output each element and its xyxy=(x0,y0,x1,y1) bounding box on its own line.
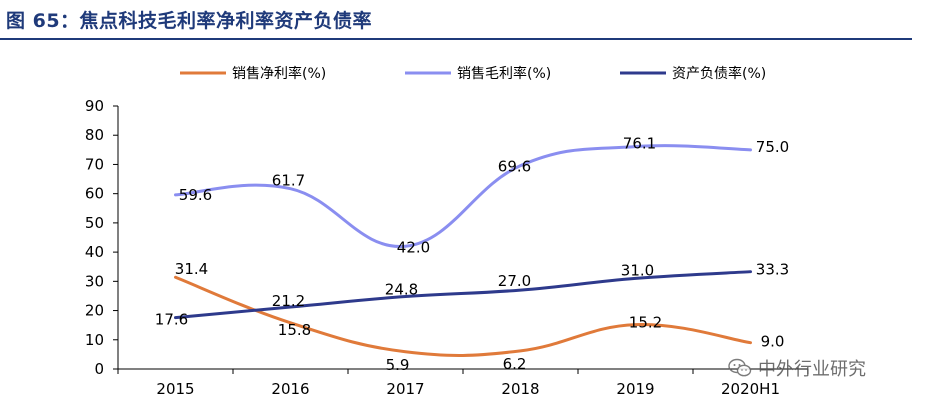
y-tick-label: 80 xyxy=(85,126,104,144)
data-label-net-margin: 6.2 xyxy=(503,355,527,373)
legend-label-debt-ratio: 资产负债率(%) xyxy=(672,65,766,82)
data-label-gross-margin: 76.1 xyxy=(623,135,656,153)
watermark: 中外行业研究 xyxy=(728,355,866,381)
data-label-gross-margin: 75.0 xyxy=(756,138,789,156)
x-tick-label: 2016 xyxy=(271,380,309,398)
wechat-icon xyxy=(728,358,752,377)
data-label-debt-ratio: 27.0 xyxy=(498,272,531,290)
data-label-debt-ratio: 31.0 xyxy=(621,261,654,279)
y-tick-label: 10 xyxy=(85,331,104,349)
x-tick-label: 2019 xyxy=(616,380,654,398)
data-label-net-margin: 9.0 xyxy=(761,333,785,351)
data-label-debt-ratio: 21.2 xyxy=(272,292,305,310)
y-tick-label: 30 xyxy=(85,272,104,290)
data-label-debt-ratio: 33.3 xyxy=(756,261,789,279)
watermark-text: 中外行业研究 xyxy=(758,359,866,380)
figure-title: 图 65：焦点科技毛利率净利率资产负债率 xyxy=(6,10,373,32)
data-label-net-margin: 31.4 xyxy=(175,260,208,278)
x-tick-label: 2015 xyxy=(156,380,194,398)
data-label-net-margin: 15.2 xyxy=(629,314,662,332)
x-tick-label: 2017 xyxy=(386,380,424,398)
y-tick-label: 20 xyxy=(85,302,104,320)
data-label-net-margin: 15.8 xyxy=(278,321,311,339)
data-label-net-margin: 5.9 xyxy=(386,356,410,374)
data-label-gross-margin: 42.0 xyxy=(397,238,430,256)
data-label-gross-margin: 61.7 xyxy=(272,172,305,190)
series-line-net-margin xyxy=(174,275,752,357)
y-tick-label: 70 xyxy=(85,155,104,173)
y-tick-label: 60 xyxy=(85,185,104,203)
legend-label-net-margin: 销售净利率(%) xyxy=(232,65,326,82)
x-tick-label: 2020H1 xyxy=(721,380,780,398)
y-tick-label: 50 xyxy=(85,214,104,232)
series-line-gross-margin xyxy=(174,144,752,248)
data-label-gross-margin: 59.6 xyxy=(179,186,212,204)
data-label-debt-ratio: 17.6 xyxy=(155,311,188,329)
series-line-debt-ratio xyxy=(174,270,752,320)
title-divider xyxy=(0,38,912,40)
y-tick-label: 0 xyxy=(94,360,104,378)
y-tick-label: 90 xyxy=(85,97,104,115)
legend-label-gross-margin: 销售毛利率(%) xyxy=(457,65,551,82)
data-label-debt-ratio: 24.8 xyxy=(385,281,418,299)
data-label-gross-margin: 69.6 xyxy=(498,158,531,176)
x-tick-label: 2018 xyxy=(501,380,539,398)
y-tick-label: 40 xyxy=(85,243,104,261)
